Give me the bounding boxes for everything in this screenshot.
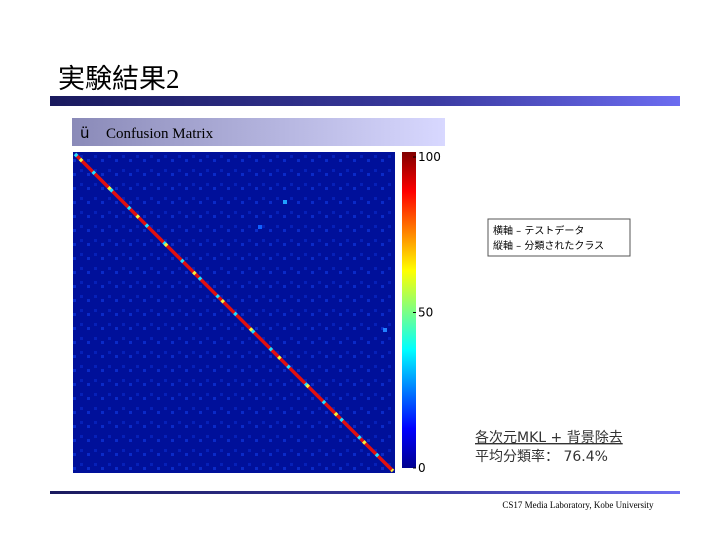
matrix-cell: [283, 200, 287, 204]
footer-line: [50, 491, 680, 494]
legend-line: 横軸 – テストデータ: [493, 224, 584, 237]
confusion-matrix: [73, 152, 395, 473]
bullet-text: Confusion Matrix: [106, 126, 214, 142]
slide-title: 実験結果2: [58, 64, 180, 94]
legend-line: 縦軸 – 分類されたクラス: [493, 239, 604, 252]
bullet-mark: ü: [80, 124, 90, 142]
title-underline: [50, 96, 680, 106]
legend-box: [487, 218, 631, 257]
colorbar-ticks: 100 50 0: [413, 150, 441, 475]
footer-text: CS17 Media Laboratory, Kobe University: [502, 500, 654, 510]
colorbar-tick-label: 0: [418, 461, 426, 475]
result-method: 各次元MKL + 背景除去: [475, 430, 623, 446]
matrix-cell: [383, 328, 387, 332]
colorbar-tick-label: 50: [418, 306, 433, 320]
colorbar-tick-label: 100: [418, 150, 441, 164]
matrix-cell: [258, 225, 262, 229]
result-rate: 平均分類率： 76.4%: [475, 448, 608, 465]
colorbar: [402, 152, 416, 468]
bullet-bar: [72, 118, 445, 146]
matrix-diagonal: [73, 152, 395, 473]
